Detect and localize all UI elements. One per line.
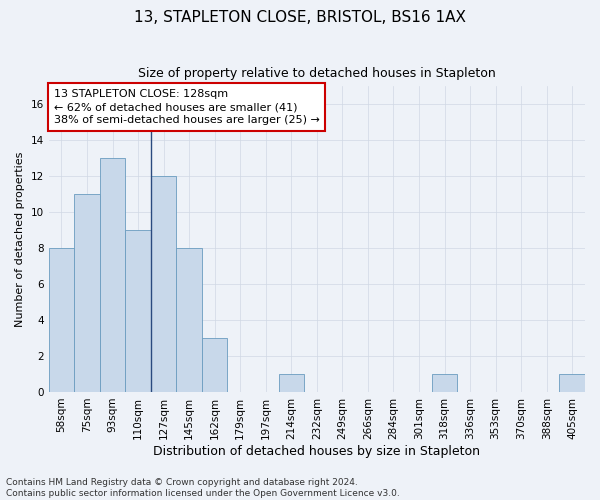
Y-axis label: Number of detached properties: Number of detached properties xyxy=(15,151,25,326)
Text: 13, STAPLETON CLOSE, BRISTOL, BS16 1AX: 13, STAPLETON CLOSE, BRISTOL, BS16 1AX xyxy=(134,10,466,25)
Bar xyxy=(49,248,74,392)
Bar xyxy=(151,176,176,392)
X-axis label: Distribution of detached houses by size in Stapleton: Distribution of detached houses by size … xyxy=(154,444,481,458)
Bar xyxy=(278,374,304,392)
Bar xyxy=(125,230,151,392)
Bar xyxy=(432,374,457,392)
Title: Size of property relative to detached houses in Stapleton: Size of property relative to detached ho… xyxy=(138,68,496,80)
Bar xyxy=(202,338,227,392)
Bar xyxy=(100,158,125,392)
Bar xyxy=(176,248,202,392)
Text: Contains HM Land Registry data © Crown copyright and database right 2024.
Contai: Contains HM Land Registry data © Crown c… xyxy=(6,478,400,498)
Text: 13 STAPLETON CLOSE: 128sqm
← 62% of detached houses are smaller (41)
38% of semi: 13 STAPLETON CLOSE: 128sqm ← 62% of deta… xyxy=(54,89,320,126)
Bar xyxy=(559,374,585,392)
Bar xyxy=(74,194,100,392)
